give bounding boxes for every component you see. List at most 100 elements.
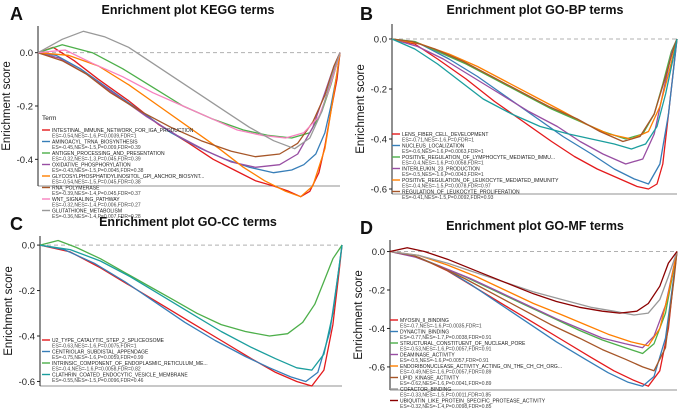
- y-axis-label: Enrichment score: [353, 270, 365, 359]
- legend-entry-stats: ES=-0.36,NES=-1.4,P=0.007,FDR=0.28: [52, 214, 141, 220]
- panel-b: B Enrichment plot GO-BP terms -0.6 -0.4 -0.2…: [355, 3, 678, 201]
- legend-entry-stats: ES=-0.4,NES=-1.6,P=0.0058,FDR=1: [402, 161, 484, 167]
- legend-entry-name: OXIDATIVE_PHOSPHORYLATION: [52, 163, 131, 169]
- y-tick-label: -0.4: [19, 332, 35, 343]
- legend-entry-stats: ES=-0.75,NES=-1.6,P=0.0059,FDR=0.99: [52, 355, 144, 361]
- series-line-8: [37, 30, 341, 150]
- legend-entry-name: INTERLEUKIN_23_PRODUCTION: [402, 167, 480, 173]
- y-tick-label: 0.0: [20, 48, 33, 59]
- legend-entry-stats: ES=-0.5,NES=-1.6,P=0.0057,FDR=0.91: [400, 358, 489, 364]
- y-axis-label: Enrichment score: [3, 266, 15, 355]
- legend-entry-stats: ES=-0.45,NES=-1.5,P=0.009,FDR=0.39: [52, 145, 141, 151]
- legend-entry-name: GLYCOSYLPHOSPHATIDYLINOSITOL_GPI_ANCHOR_…: [52, 174, 204, 180]
- legend-entry-stats: ES=-0.4,NES=-1.5,P=0.0078,FDR=0.97: [402, 184, 491, 190]
- panel-d: D Enrichment plot GO-MF terms -0.6 -0.4 -0.2…: [353, 218, 678, 410]
- legend-entry-name: AMINOACYL_TRNA_BIOSYNTHESIS: [52, 140, 138, 146]
- legend-entry-stats: ES=-0.62,NES=-1.6,P=0.0041,FDR=0.89: [400, 381, 492, 387]
- series-line-6: [391, 38, 678, 143]
- legend-entry-stats: ES=-0.53,NES=-1.6,P=0.0057,FDR=0.91: [400, 347, 492, 353]
- series-line-4: [389, 250, 678, 349]
- chart-title: Enrichment plot GO-CC terms: [99, 215, 277, 229]
- legend: MYOSIN_II_BINDINGES=-0.7,NES=-1.6,P=0.00…: [390, 318, 562, 410]
- legend-entry-name: POSITIVE_REGULATION_OF_LEUKOCYTE_MEDIATE…: [402, 178, 559, 184]
- legend-title: Term: [42, 115, 56, 122]
- y-tick-label: -0.2: [371, 85, 387, 96]
- legend-entry-name: RNA_POLYMERASE: [52, 186, 100, 192]
- legend-entry-stats: ES=-0.71,NES=-1.6,P=0,FDR=1: [402, 138, 474, 144]
- legend-entry-stats: ES=-0.77,NES=-1.7,P=0.0038,FDR=0.91: [400, 335, 492, 341]
- legend: Term INTESTINAL_IMMUNE_NETWORK_FOR_IGA_PR…: [42, 115, 204, 220]
- series-line-6: [389, 250, 678, 372]
- series-line-4: [39, 244, 343, 371]
- series-line-5: [389, 250, 678, 347]
- y-tick-label: -0.2: [369, 286, 385, 297]
- y-tick-label: -0.6: [369, 362, 385, 373]
- legend-entry-name: MYOSIN_II_BINDING: [400, 318, 449, 324]
- legend-entry-stats: ES=-0.63,NES=-1.6,P=0.0075,FDR=1: [52, 344, 137, 350]
- legend-entry-name: POSITIVE_REGULATION_OF_LYMPHOCYTE_MEDIAT…: [402, 155, 555, 161]
- legend-entry-stats: ES=-0.32,NES=-1.4,P=0.0098,FDR=0.85: [400, 404, 492, 410]
- y-tick-label: 0.0: [372, 247, 385, 258]
- panel-c: C Enrichment plot GO-CC terms -0.6 -0.4 -0.2…: [3, 214, 343, 388]
- legend-entry-stats: ES=-0.7,NES=-1.6,P=0.0035,FDR=1: [400, 324, 482, 330]
- panels: A Enrichment plot KEGG terms -0.4 -0.2 0.0 En…: [1, 3, 678, 410]
- legend-entry-stats: ES=-0.55,NES=-1.5,P=0.0096,FDR=0.46: [52, 378, 144, 384]
- legend-entry-name: LIPID_KINASE_ACTIVITY: [400, 376, 460, 382]
- series-line-7: [389, 250, 678, 316]
- series-line-2: [37, 52, 341, 174]
- series-line-5: [37, 52, 341, 198]
- legend-entry-name: DYNACTIN_BINDING: [400, 330, 449, 336]
- legend-entry-name: COFACTOR_BINDING: [400, 387, 451, 393]
- legend-entry-stats: ES=-0.41,NES=-1.5,P=0.0092,FDR=0.93: [402, 195, 494, 201]
- legend-entry-name: NUCLEUS_LOCALIZATION: [402, 144, 465, 150]
- legend-entry-stats: ES=-0.54,NES=-1.6,P=0.0039,FDR=1: [52, 134, 137, 140]
- chart-title: Enrichment plot KEGG terms: [102, 3, 275, 17]
- legend: U2_TYPE_CATALYTIC_STEP_2_SPLICEOSOMEES=-…: [42, 338, 208, 384]
- legend-entry-name: DEAMINASE_ACTIVITY: [400, 353, 455, 359]
- y-tick-label: -0.4: [371, 135, 387, 146]
- series-line-2: [391, 38, 678, 185]
- y-tick-label: 0.0: [22, 241, 35, 252]
- legend-entry-name: LENS_FIBER_CELL_DEVELOPMENT: [402, 132, 488, 138]
- chart-title: Enrichment plot GO-BP terms: [447, 3, 624, 17]
- legend-entry-stats: ES=-0.32,NES=-1.3,P=0.045,FDR=0.39: [52, 157, 141, 163]
- legend-entry-name: UBIQUITIN_LIKE_PROTEIN_SPECIFIC_PROTEASE…: [400, 399, 546, 405]
- legend: LENS_FIBER_CELL_DEVELOPMENTES=-0.71,NES=…: [392, 132, 559, 201]
- legend-entry-stats: ES=-0.33,NES=-1.5,P=0.0011,FDR=0.85: [400, 393, 491, 399]
- series-line-7: [391, 38, 678, 150]
- legend-entry-stats: ES=-0.4,NES=-1.6,P=0.0058,FDR=0.82: [52, 367, 141, 373]
- legend-entry-name: INTESTINAL_IMMUNE_NETWORK_FOR_IGA_PRODUC…: [52, 128, 194, 134]
- y-tick-label: -0.6: [371, 185, 387, 196]
- panel-letter: D: [360, 218, 373, 238]
- panel-letter: B: [360, 4, 373, 24]
- legend-entry-stats: ES=-0.39,NES=-1.4,P=0.045,FDR=0.37: [52, 191, 141, 197]
- legend-entry-name: ANTIGEN_PROCESSING_AND_PRESENTATION: [52, 151, 165, 157]
- legend-entry-stats: ES=-0.32,NES=-1.4,P=0.006,FDR=0.27: [52, 203, 141, 209]
- legend-entry-name: STRUCTURAL_CONSTITUENT_OF_NUCLEAR_PORE: [400, 341, 526, 347]
- y-tick-label: -0.2: [17, 102, 33, 113]
- y-tick-label: -0.6: [19, 377, 35, 388]
- legend-entry-stats: ES=-0.6,NES=-1.6,P=0.0063,FDR=1: [402, 149, 484, 155]
- chart-title: Enrichment plot GO-MF terms: [446, 219, 624, 233]
- y-axis-label: Enrichment score: [355, 64, 367, 153]
- legend-entry-name: ENDORIBONUCLEASE_ACTIVITY_ACTING_ON_THE_…: [400, 364, 562, 370]
- y-axis-label: Enrichment score: [1, 61, 13, 150]
- series-line-8: [389, 247, 678, 314]
- legend-entry-name: CENTRIOLAR_SUBDISTAL_APPENDAGE: [52, 350, 149, 356]
- series-line-3: [39, 239, 343, 337]
- legend-entry-name: CLATHRIN_COATED_ENDOCYTIC_VESICLE_MEMBRA…: [52, 373, 188, 379]
- legend-entry-stats: ES=-0.5,NES=-1.6,P=0.0043,FDR=1: [402, 172, 484, 178]
- series-line-6: [37, 52, 341, 158]
- legend-entry-stats: ES=-0.49,NES=-1.6,P=0.0057,FDR=0.89: [400, 370, 492, 376]
- y-tick-label: -0.4: [17, 155, 33, 166]
- y-tick-label: -0.2: [19, 286, 35, 297]
- legend-entry-name: WNT_SIGNALING_PATHWAY: [52, 197, 120, 203]
- y-tick-label: 0.0: [374, 35, 387, 46]
- panel-a: A Enrichment plot KEGG terms -0.4 -0.2 0.0 En…: [1, 3, 341, 220]
- series-line-1: [391, 38, 678, 190]
- legend-entry-name: U2_TYPE_CATALYTIC_STEP_2_SPLICEOSOME: [52, 338, 165, 344]
- panel-letter: C: [10, 214, 23, 234]
- panel-letter: A: [10, 4, 23, 24]
- legend-entry-stats: ES=-0.54,NES=-1.5,P=0.045,FDR=0.38: [52, 180, 141, 186]
